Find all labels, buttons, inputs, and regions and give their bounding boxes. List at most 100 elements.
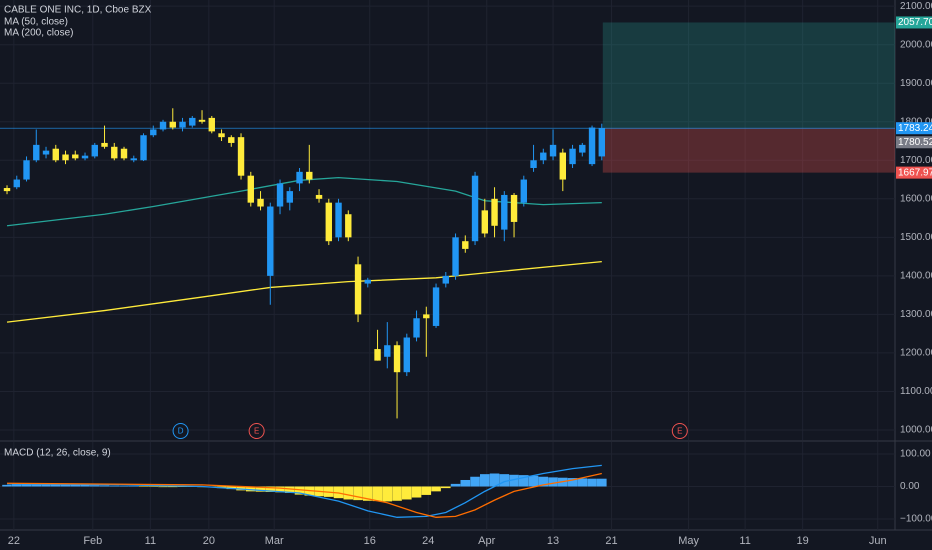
- event-marker: [671, 423, 688, 439]
- histogram-bar: [411, 486, 422, 498]
- histogram-bar: [21, 484, 32, 487]
- price-label-box: [896, 122, 932, 135]
- histogram-bar: [158, 486, 168, 488]
- y-tick-label: 1900.00: [900, 78, 932, 89]
- candle-body: [62, 154, 69, 161]
- histogram-bar: [265, 486, 276, 493]
- y-tick-label: 2000.00: [900, 39, 932, 50]
- y-tick-label: 1200.00: [900, 348, 932, 359]
- candle-body: [91, 144, 98, 157]
- candle-body: [452, 237, 459, 276]
- candle-body: [286, 191, 293, 203]
- candle-body: [228, 137, 235, 143]
- histogram-bar: [538, 476, 549, 487]
- target-zone: [602, 22, 895, 129]
- candle-body: [267, 206, 274, 276]
- histogram-bar: [2, 484, 12, 487]
- histogram-bar: [382, 486, 393, 502]
- event-label: D: [178, 427, 184, 436]
- histogram-bar: [31, 483, 42, 487]
- histogram-bar: [479, 474, 490, 487]
- y-tick-label: 1800.00: [900, 116, 932, 127]
- candle-body: [481, 210, 488, 234]
- candle-body: [159, 121, 167, 130]
- x-tick-label: 24: [422, 535, 434, 547]
- candle-body: [501, 194, 508, 230]
- candle-body: [579, 144, 586, 153]
- candle-body: [413, 318, 420, 338]
- candle-body: [374, 349, 381, 361]
- price-label-box: [896, 16, 932, 29]
- price-label: 1780.52: [898, 137, 932, 148]
- candle-body: [520, 179, 527, 203]
- candle-body: [510, 194, 518, 222]
- candle-body: [530, 160, 537, 168]
- line-series: [7, 472, 602, 518]
- candle-body: [393, 345, 401, 373]
- candle-body: [345, 214, 352, 238]
- candle-body: [81, 155, 89, 159]
- candle-body: [140, 135, 147, 161]
- pane-title: MACD (12, 26, close, 9): [4, 448, 111, 459]
- candle-body: [364, 279, 371, 284]
- histogram-bar: [401, 486, 412, 500]
- histogram-bar: [60, 484, 71, 487]
- histogram-bar: [421, 486, 432, 495]
- x-tick-label: 22: [8, 535, 20, 547]
- price-label-box: [896, 136, 932, 149]
- y-tick-label: −100.00: [900, 514, 932, 525]
- histogram-bar: [470, 476, 480, 487]
- histogram-bar: [392, 486, 402, 501]
- candle-body: [72, 154, 79, 159]
- x-tick-label: 20: [203, 535, 215, 547]
- histogram-bar: [284, 486, 295, 493]
- candle-body: [130, 158, 137, 161]
- candle-body: [442, 275, 449, 284]
- x-tick-label: 11: [739, 535, 750, 547]
- candle-body: [150, 129, 157, 136]
- histogram-bar: [587, 478, 597, 487]
- y-tick-label: 2100.00: [900, 1, 932, 12]
- event-marker: [248, 423, 265, 439]
- candle-body: [325, 202, 332, 242]
- y-tick-label: 100.00: [900, 449, 931, 460]
- legend-entry: MA (50, close): [4, 17, 68, 28]
- candle-body: [218, 133, 225, 138]
- candle-body: [462, 241, 469, 249]
- histogram-bar: [528, 475, 539, 487]
- histogram-bar: [460, 479, 471, 487]
- histogram-bar: [372, 486, 383, 502]
- histogram-bar: [518, 475, 529, 487]
- histogram-bar: [440, 486, 451, 489]
- y-tick-label: 1700.00: [900, 155, 932, 166]
- histogram-bar: [245, 486, 256, 492]
- histogram-bar: [567, 478, 578, 487]
- candle-body: [540, 152, 547, 161]
- x-tick-label: Jun: [869, 535, 887, 547]
- x-tick-label: 21: [605, 535, 617, 547]
- candle-body: [169, 121, 176, 128]
- candle-body: [471, 175, 479, 242]
- candle-body: [306, 171, 313, 180]
- histogram-bar: [489, 473, 500, 487]
- histogram-bar: [431, 486, 441, 492]
- candle-body: [354, 264, 362, 315]
- candle-body: [598, 128, 606, 157]
- candle-body: [101, 142, 108, 147]
- histogram-bar: [450, 483, 461, 487]
- histogram-bar: [577, 478, 588, 487]
- candle-body: [23, 160, 30, 180]
- candle-body: [423, 314, 430, 319]
- candle-body: [549, 144, 557, 157]
- histogram-bar: [255, 486, 266, 492]
- histogram-bar: [138, 486, 149, 487]
- candle-body: [42, 150, 50, 155]
- x-tick-label: Feb: [83, 535, 102, 547]
- histogram-bar: [11, 484, 22, 487]
- price-label: 1667.97: [898, 167, 932, 178]
- candle-body: [198, 119, 206, 122]
- x-tick-label: Apr: [478, 535, 495, 547]
- price-label-box: [896, 166, 932, 179]
- candle-body: [120, 148, 128, 159]
